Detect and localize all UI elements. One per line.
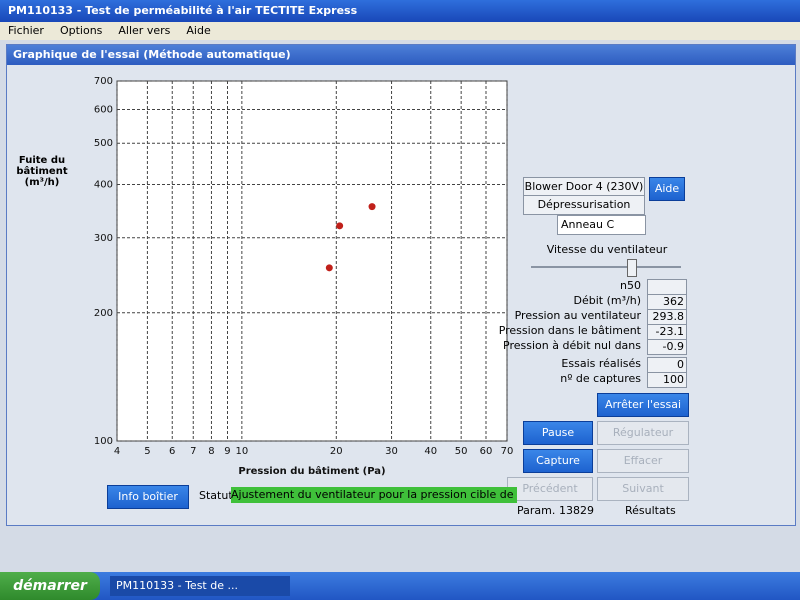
dialog: Graphique de l'essai (Méthode automatiqu… bbox=[6, 44, 796, 526]
field-value: -23.1 bbox=[647, 324, 687, 340]
y-axis-label: Fuite du bâtiment (m³/h) bbox=[16, 155, 68, 188]
y-tick-label: 400 bbox=[94, 180, 113, 191]
y-tick-label: 300 bbox=[94, 233, 113, 244]
status-label: Statut bbox=[199, 489, 233, 502]
field-label: Pression dans le bâtiment bbox=[498, 324, 641, 337]
x-tick-label: 30 bbox=[385, 446, 398, 457]
x-tick-label: 5 bbox=[144, 446, 150, 457]
previous-button[interactable]: Précédent bbox=[507, 477, 593, 501]
next-button[interactable]: Suivant bbox=[597, 477, 689, 501]
field-label: n50 bbox=[620, 279, 641, 292]
field-value: -0.9 bbox=[647, 339, 687, 355]
help-button[interactable]: Aide bbox=[649, 177, 685, 201]
x-tick-label: 40 bbox=[424, 446, 437, 457]
fan-speed-label: Vitesse du ventilateur bbox=[546, 243, 668, 256]
x-tick-label: 7 bbox=[190, 446, 196, 457]
x-tick-label: 8 bbox=[208, 446, 214, 457]
window-title: PM110133 - Test de perméabilité à l'air … bbox=[0, 0, 800, 22]
menu-bar: Fichier Options Aller vers Aide bbox=[0, 22, 800, 40]
x-tick-label: 50 bbox=[455, 446, 468, 457]
y-tick-label: 700 bbox=[94, 76, 113, 87]
stop-button[interactable]: Arrêter l'essai bbox=[597, 393, 689, 417]
chart: 4 5 6 7 8 9 10 20 30 40 50 60 70 100 200 300 400 500 600 70… bbox=[94, 76, 514, 477]
clear-button[interactable]: Effacer bbox=[597, 449, 689, 473]
field-label: Débit (m³/h) bbox=[573, 294, 641, 307]
y-tick-label: 500 bbox=[94, 138, 113, 149]
data-point bbox=[368, 203, 376, 211]
mode: Dépressurisation bbox=[523, 195, 645, 215]
param-label: Param. bbox=[517, 504, 556, 517]
capture-button[interactable]: Capture bbox=[523, 449, 593, 473]
field-value: 293.8 bbox=[647, 309, 687, 325]
counter-value: 0 bbox=[647, 357, 687, 373]
start-button[interactable]: démarrer bbox=[0, 572, 100, 600]
menu-item[interactable]: Aide bbox=[186, 24, 211, 37]
x-axis-label: Pression du bâtiment (Pa) bbox=[238, 465, 385, 477]
counter-value: 100 bbox=[647, 372, 687, 388]
task-button[interactable]: PM110133 - Test de ... bbox=[110, 576, 290, 596]
status-text: Ajustement du ventilateur pour la pressi… bbox=[231, 487, 517, 503]
x-tick-label: 6 bbox=[169, 446, 175, 457]
counter-label: nº de captures bbox=[560, 372, 641, 385]
slider-track bbox=[531, 266, 681, 268]
pause-button[interactable]: Pause bbox=[523, 421, 593, 445]
x-tick-label: 9 bbox=[224, 446, 230, 457]
x-tick-label: 10 bbox=[235, 446, 248, 457]
field-value: 362 bbox=[647, 294, 687, 310]
x-tick-label: 4 bbox=[114, 446, 120, 457]
regulator-button[interactable]: Régulateur bbox=[597, 421, 689, 445]
x-tick-label: 70 bbox=[501, 446, 514, 457]
data-point bbox=[325, 264, 333, 272]
dialog-title: Graphique de l'essai (Méthode automatiqu… bbox=[7, 45, 795, 65]
field-label: Pression à débit nul dans bbox=[503, 339, 641, 352]
menu-item[interactable]: Options bbox=[59, 24, 103, 37]
data-point bbox=[336, 222, 344, 230]
taskbar: démarrer PM110133 - Test de ... bbox=[0, 572, 800, 600]
x-tick-label: 60 bbox=[480, 446, 493, 457]
menu-item[interactable]: Fichier bbox=[8, 24, 44, 37]
y-tick-label: 600 bbox=[94, 105, 113, 116]
ring-select[interactable]: Anneau C bbox=[557, 215, 646, 235]
y-tick-label: 200 bbox=[94, 308, 113, 319]
field-label: Pression au ventilateur bbox=[514, 309, 641, 322]
info-button[interactable]: Info boîtier bbox=[107, 485, 189, 509]
device: Blower Door 4 (230V) bbox=[523, 177, 645, 197]
counter-label: Essais réalisés bbox=[561, 357, 641, 370]
field-value bbox=[647, 279, 687, 295]
slider-thumb[interactable] bbox=[627, 259, 637, 277]
results-label: Résultats bbox=[625, 504, 676, 517]
y-tick-label: 100 bbox=[94, 436, 113, 447]
menu-item[interactable]: Aller vers bbox=[118, 24, 171, 37]
param-value: 13829 bbox=[559, 504, 594, 517]
plot-area bbox=[116, 80, 508, 442]
x-tick-label: 20 bbox=[330, 446, 343, 457]
